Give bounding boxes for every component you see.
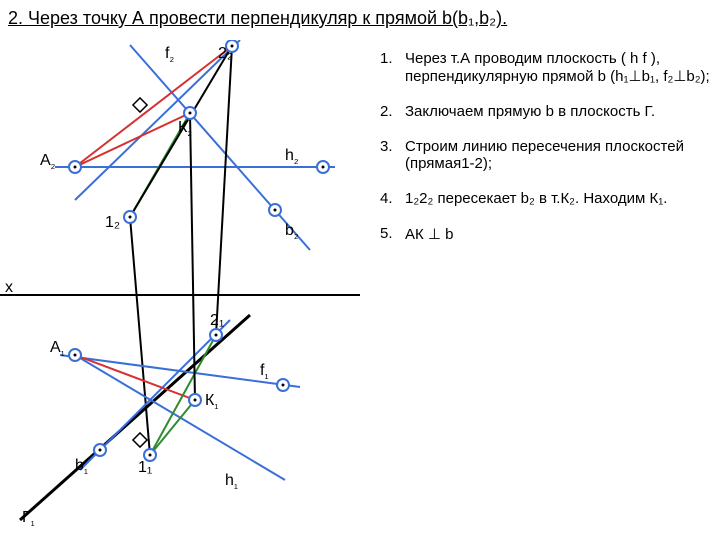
step-5: 5.АК ⊥ b (380, 225, 710, 243)
label-f2: f₂ (165, 45, 174, 64)
label-K1: К₁ (205, 392, 218, 411)
label-A2: А₂ (40, 152, 56, 171)
label-f1: f₁ (260, 362, 269, 381)
label-G1: Г₁ (22, 509, 35, 528)
step-1: 1.Через т.А проводим плоскость ( h f ), … (380, 50, 710, 85)
solution-steps: 1.Через т.А проводим плоскость ( h f ), … (380, 50, 710, 261)
step-3: 3.Строим линию пересечения плоскостей (п… (380, 138, 710, 172)
K1-11-green (150, 400, 195, 455)
label-11: 1₁ (138, 459, 152, 476)
A2-22-red (75, 46, 232, 167)
label-22: 2₂ (218, 45, 233, 62)
label-21: 2₁ (210, 312, 224, 329)
b2-line (130, 45, 310, 250)
label-h1: h₁ (225, 472, 238, 491)
proj-22-21 (216, 46, 232, 335)
step-2: 2.Заключаем прямую b в плоскость Г. (380, 103, 710, 120)
label-x: x (5, 279, 13, 296)
perp-mark (133, 433, 147, 447)
step-4: 4.1₂2₂ пересекает b₂ в т.К₂. Находим К₁. (380, 190, 710, 207)
geometry-diagram: 1₁1₂2₁2₂f₂К₂А₂h₂b₂xА₁К₁f₁b₁Г₁h₁ (0, 40, 360, 540)
label-A1: А₁ (50, 339, 65, 358)
perp-mark (133, 98, 147, 112)
A1-K1-red (75, 355, 195, 400)
label-b2: b₂ (285, 222, 299, 241)
problem-title: 2. Через точку А провести перпендикуляр … (8, 8, 507, 29)
f2-line (75, 40, 240, 200)
A2-K2-red (75, 113, 190, 167)
label-h2: h₂ (285, 147, 299, 166)
label-12: 1₂ (105, 214, 120, 231)
